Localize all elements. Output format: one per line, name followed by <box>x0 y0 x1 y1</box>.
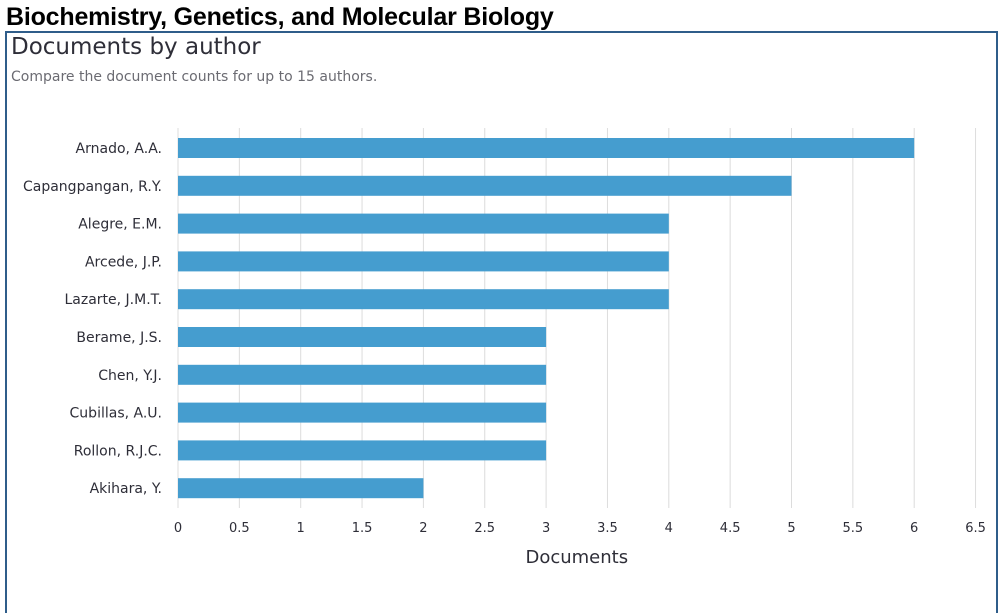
category-label: Chen, Y.J. <box>98 368 162 384</box>
x-tick-label: 4 <box>665 521 673 536</box>
category-label: Akihara, Y. <box>90 481 162 497</box>
chart-subtitle: Compare the document counts for up to 15… <box>11 69 378 85</box>
chart-panel <box>5 31 998 613</box>
x-tick-label: 4.5 <box>720 521 741 536</box>
bar[interactable] <box>178 402 547 423</box>
bar[interactable] <box>178 175 792 196</box>
category-label: Alegre, E.M. <box>78 217 162 233</box>
category-label: Cubillas, A.U. <box>70 406 162 422</box>
category-label: Capangpangan, R.Y. <box>23 179 162 195</box>
bar[interactable] <box>178 251 669 272</box>
category-label: Berame, J.S. <box>76 330 162 346</box>
bar[interactable] <box>178 364 547 385</box>
category-label: Rollon, R.J.C. <box>74 443 162 459</box>
bar[interactable] <box>178 327 547 347</box>
bar[interactable] <box>178 213 669 234</box>
x-tick-label: 5.5 <box>843 521 864 536</box>
bar[interactable] <box>178 138 915 158</box>
bar[interactable] <box>178 440 547 461</box>
x-tick-label: 2.5 <box>474 521 495 536</box>
x-tick-label: 6.5 <box>965 521 986 536</box>
x-tick-label: 3.5 <box>597 521 618 536</box>
x-tick-label: 1.5 <box>352 521 373 536</box>
x-tick-label: 5 <box>787 521 795 536</box>
x-tick-label: 3 <box>542 521 550 536</box>
x-tick-label: 2 <box>419 521 427 536</box>
category-label: Arcede, J.P. <box>85 254 162 270</box>
x-tick-label: 6 <box>910 521 918 536</box>
category-label: Lazarte, J.M.T. <box>64 292 162 308</box>
x-axis-title: Documents <box>525 547 628 568</box>
chart-title: Documents by author <box>11 34 261 60</box>
bar[interactable] <box>178 478 424 499</box>
category-label: Arnado, A.A. <box>76 141 162 157</box>
x-tick-label: 0.5 <box>229 521 250 536</box>
x-tick-label: 1 <box>297 521 305 536</box>
x-tick-label: 0 <box>174 521 182 536</box>
page-title: Biochemistry, Genetics, and Molecular Bi… <box>6 3 554 31</box>
bar[interactable] <box>178 289 669 310</box>
